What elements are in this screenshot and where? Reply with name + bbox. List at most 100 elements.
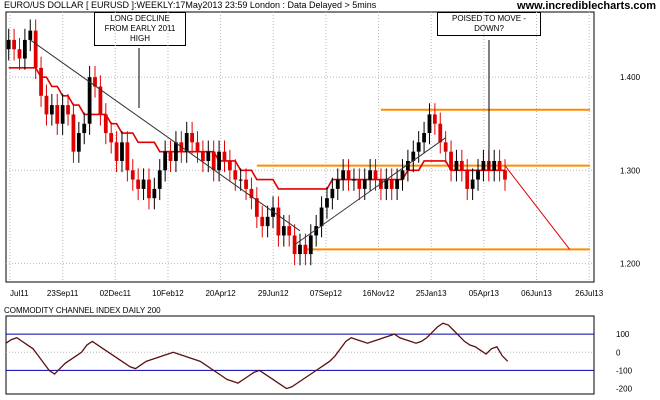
price-x-tick-label: 07Sep12 bbox=[310, 289, 343, 298]
price-x-tick-label: 10Feb12 bbox=[152, 289, 184, 298]
price-candle-body bbox=[249, 188, 254, 199]
price-panel-frame bbox=[5, 11, 595, 283]
price-candle-body bbox=[319, 207, 324, 227]
price-x-tick-label: 29Jun12 bbox=[258, 289, 289, 298]
price-candle-body bbox=[28, 30, 33, 40]
price-candle-body bbox=[362, 179, 367, 189]
price-candle-body bbox=[190, 133, 194, 143]
price-candle-body bbox=[260, 216, 265, 227]
price-candle-body bbox=[206, 151, 211, 161]
price-x-tick-label: 23Sep11 bbox=[47, 289, 79, 298]
poised-callout: POISED TO MOVE - DOWN? bbox=[437, 12, 541, 36]
price-candle-body bbox=[44, 95, 49, 115]
price-candle-body bbox=[470, 179, 475, 189]
price-candle-body bbox=[76, 133, 81, 152]
price-candle-body bbox=[422, 133, 426, 143]
price-candle-body bbox=[233, 170, 238, 180]
price-candle-body bbox=[497, 160, 502, 171]
price-candle-body bbox=[195, 142, 200, 152]
price-candle-body bbox=[454, 160, 459, 171]
price-candle-body bbox=[157, 170, 162, 189]
price-candle-body bbox=[114, 142, 119, 161]
site-watermark: www.incrediblecharts.com bbox=[517, 0, 656, 12]
price-candle-body bbox=[66, 105, 70, 115]
price-y-tick-label: 1.400 bbox=[620, 73, 641, 82]
price-candle-body bbox=[93, 77, 97, 87]
decline-callout-line-2: FROM EARLY 2011 bbox=[104, 24, 176, 33]
price-candle-body bbox=[379, 179, 383, 189]
price-candle-body bbox=[406, 160, 410, 171]
decline-trendline bbox=[29, 39, 301, 232]
price-candle-body bbox=[141, 179, 146, 189]
price-candle-body bbox=[503, 170, 507, 180]
cci-y-tick-label: 100 bbox=[616, 330, 630, 339]
price-candle-body bbox=[265, 216, 270, 227]
price-candle-body bbox=[335, 179, 340, 189]
projection-line bbox=[504, 165, 571, 250]
decline-callout-line-3: HIGH bbox=[130, 34, 150, 43]
price-candle-body bbox=[481, 160, 486, 171]
price-candle-body bbox=[6, 39, 11, 50]
cci-panel-frame bbox=[5, 315, 595, 395]
poised-callout-line-1: POISED TO MOVE - bbox=[452, 14, 526, 23]
price-candle-body bbox=[152, 188, 157, 199]
price-candle-body bbox=[120, 142, 124, 161]
price-candle-body bbox=[103, 114, 108, 134]
price-x-tick-label: 05Apr13 bbox=[469, 289, 500, 298]
price-candle-body bbox=[71, 114, 76, 152]
chart-title: EURO/US DOLLAR [ EURUSD ]:WEEKLY:17May20… bbox=[4, 0, 377, 10]
price-candle-body bbox=[330, 188, 335, 199]
price-candle-body bbox=[22, 39, 27, 59]
price-candle-body bbox=[244, 179, 248, 189]
price-x-tick-label: 06Jun13 bbox=[521, 289, 552, 298]
price-candle-body bbox=[227, 160, 232, 171]
price-candle-body bbox=[168, 151, 173, 161]
price-candle-body bbox=[465, 170, 470, 189]
price-candle-body bbox=[314, 226, 319, 236]
price-x-tick-label: 20Apr12 bbox=[205, 289, 236, 298]
price-candle-body bbox=[438, 123, 443, 143]
price-candle-body bbox=[443, 142, 448, 152]
price-candle-body bbox=[163, 151, 168, 171]
price-candle-body bbox=[308, 235, 313, 255]
price-candle-body bbox=[476, 170, 480, 180]
price-candle-body bbox=[60, 105, 65, 124]
price-candle-body bbox=[368, 170, 373, 180]
cci-y-tick-label: -100 bbox=[616, 366, 633, 375]
price-x-tick-label: 26Jul13 bbox=[575, 289, 604, 298]
price-candle-body bbox=[254, 198, 259, 217]
price-candle-body bbox=[17, 49, 22, 59]
cci-y-tick-label: 0 bbox=[616, 348, 621, 357]
price-candle-body bbox=[147, 179, 151, 199]
price-x-tick-label: Jul11 bbox=[10, 289, 29, 298]
price-candle-body bbox=[341, 170, 346, 180]
price-candle-body bbox=[459, 160, 464, 171]
price-candle-body bbox=[39, 67, 43, 96]
price-candle-body bbox=[98, 86, 103, 115]
price-candle-body bbox=[281, 226, 286, 236]
price-x-tick-label: 16Nov12 bbox=[363, 289, 396, 298]
price-candle-body bbox=[298, 244, 302, 255]
price-candle-body bbox=[136, 179, 141, 189]
price-candle-body bbox=[427, 114, 432, 134]
price-candle-body bbox=[325, 198, 329, 208]
price-candle-body bbox=[384, 179, 389, 189]
price-candle-body bbox=[432, 114, 437, 124]
price-candle-body bbox=[373, 170, 378, 180]
price-candle-body bbox=[400, 170, 405, 180]
price-candle-body bbox=[125, 142, 130, 171]
price-candle-body bbox=[389, 179, 394, 189]
price-x-tick-label: 02Dec11 bbox=[100, 289, 132, 298]
price-candle-body bbox=[238, 179, 243, 181]
price-candle-body bbox=[82, 123, 87, 134]
price-candle-body bbox=[55, 105, 60, 124]
price-candle-body bbox=[276, 207, 281, 236]
decline-callout-line-1: LONG DECLINE bbox=[110, 14, 170, 23]
price-candle-body bbox=[87, 77, 92, 124]
price-candle-body bbox=[395, 179, 399, 189]
price-x-tick-label: 25Jan13 bbox=[416, 289, 447, 298]
price-candle-body bbox=[449, 151, 453, 171]
price-candle-body bbox=[346, 170, 351, 180]
price-candle-body bbox=[109, 133, 114, 143]
